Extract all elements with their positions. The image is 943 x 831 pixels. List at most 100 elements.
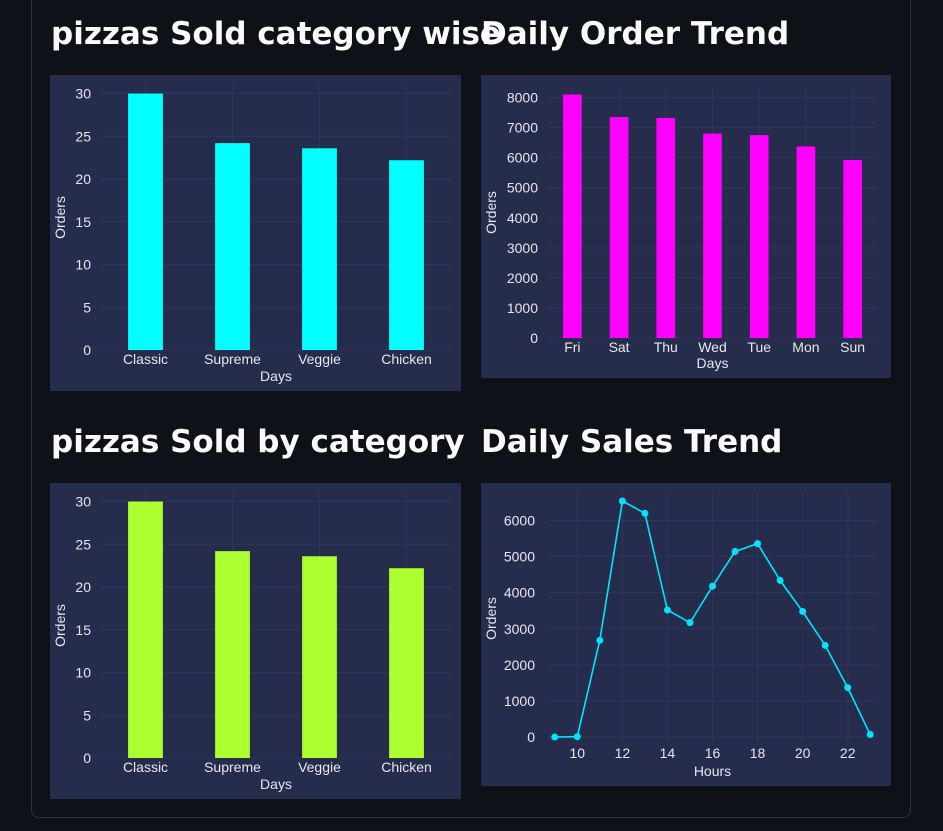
- x-tick-label: Mon: [792, 339, 819, 355]
- bar-chicken: [389, 160, 424, 350]
- y-tick-label: 5: [83, 299, 91, 315]
- x-tick-label: Chicken: [381, 759, 432, 775]
- bar-classic: [128, 93, 163, 350]
- data-point: [844, 684, 852, 692]
- y-tick-label: 0: [530, 330, 538, 346]
- y-tick-label: 20: [75, 579, 91, 595]
- y-tick-label: 30: [75, 494, 91, 510]
- chart-title-daily-sales-trend: Daily Sales Trend: [481, 424, 783, 460]
- y-tick-label: 1000: [507, 300, 538, 316]
- x-tick-label: 14: [660, 745, 676, 761]
- bar-tue: [749, 135, 769, 338]
- chart-panel-daily-sales-trend: 10 12 14 16 18 20 22 0 1000 2000 3000 4000 5000 6000 H…: [481, 483, 891, 786]
- y-tick-label: 25: [75, 536, 91, 552]
- data-point: [596, 636, 604, 644]
- x-tick-label: Thu: [654, 339, 678, 355]
- y-tick-label: 25: [75, 128, 91, 144]
- x-tick-label: Supreme: [204, 759, 261, 775]
- y-tick-label: 15: [75, 622, 91, 638]
- data-point: [551, 733, 559, 741]
- y-axis-label: Orders: [52, 196, 68, 239]
- data-point: [821, 641, 829, 649]
- x-tick-label: Sat: [609, 339, 630, 355]
- x-tick-label: 16: [705, 745, 721, 761]
- data-point: [709, 582, 716, 590]
- bar-chicken: [389, 568, 424, 758]
- x-axis-label: Days: [260, 776, 292, 792]
- y-tick-label: 3000: [507, 240, 538, 256]
- y-tick-label: 6000: [504, 513, 535, 529]
- bar-mon: [796, 146, 816, 338]
- chart-title-daily-order-trend: Daily Order Trend: [481, 16, 790, 52]
- data-point: [618, 497, 626, 505]
- y-tick-label: 4000: [504, 585, 535, 601]
- bar-supreme: [215, 143, 250, 350]
- bar-classic: [128, 501, 163, 758]
- y-tick-label: 4000: [507, 210, 538, 226]
- data-point: [663, 606, 671, 614]
- y-tick-label: 0: [83, 750, 91, 766]
- data-point: [573, 733, 581, 741]
- y-tick-label: 3000: [504, 621, 535, 637]
- bar-chart-category-wise: 0 5 10 15 20 25 30 Classic Supreme Veggie Chicken D…: [52, 85, 450, 384]
- chart-title-by-category: pizzas Sold by category: [51, 424, 465, 460]
- data-point: [686, 619, 694, 627]
- x-tick-label: 20: [795, 745, 811, 761]
- x-axis-label: Days: [260, 368, 292, 384]
- data-point: [641, 509, 649, 517]
- y-tick-label: 5: [83, 707, 91, 723]
- x-tick-label: Veggie: [298, 759, 341, 775]
- bar-sun: [843, 160, 862, 338]
- chart-panel-daily-order-trend: 0 1000 2000 3000 4000 5000 6000 7000 8000 Fri Sat T…: [481, 75, 891, 378]
- bar-thu: [656, 117, 676, 339]
- data-point: [866, 731, 874, 739]
- x-tick-label: Chicken: [381, 351, 432, 367]
- x-tick-label: Classic: [123, 759, 168, 775]
- bar-chart-by-category: 0 5 10 15 20 25 30 Classic Supreme Veggie Chicken D…: [52, 493, 450, 792]
- y-axis-label: Orders: [483, 191, 499, 234]
- x-tick-label: Supreme: [204, 351, 261, 367]
- y-tick-label: 5000: [504, 549, 535, 565]
- y-tick-label: 20: [75, 171, 91, 187]
- x-tick-label: 10: [570, 745, 586, 761]
- line-chart-daily-sales-trend: 10 12 14 16 18 20 22 0 1000 2000 3000 4000 5000 6000 H…: [483, 492, 877, 779]
- y-tick-label: 0: [83, 342, 91, 358]
- x-tick-label: Sun: [840, 339, 865, 355]
- data-point: [731, 548, 739, 556]
- x-tick-label: Veggie: [298, 351, 341, 367]
- y-tick-label: 1000: [504, 693, 535, 709]
- bar-supreme: [215, 551, 250, 758]
- x-tick-label: 12: [615, 745, 631, 761]
- y-tick-label: 0: [527, 729, 535, 745]
- bar-fri: [563, 94, 582, 338]
- y-axis-label: Orders: [483, 597, 499, 640]
- y-tick-label: 6000: [507, 150, 538, 166]
- x-tick-label: Classic: [123, 351, 168, 367]
- bar-veggie: [302, 556, 337, 758]
- bar-sat: [609, 117, 629, 338]
- y-tick-label: 7000: [507, 120, 538, 136]
- y-tick-label: 5000: [507, 180, 538, 196]
- chart-title-category-wise: pizzas Sold category wise: [51, 16, 501, 52]
- chart-panel-category-wise: 0 5 10 15 20 25 30 Classic Supreme Veggie Chicken D…: [50, 75, 461, 391]
- x-axis-label: Days: [697, 355, 729, 371]
- x-tick-label: Tue: [747, 339, 771, 355]
- bar-chart-daily-order-trend: 0 1000 2000 3000 4000 5000 6000 7000 8000 Fri Sat T…: [483, 87, 876, 371]
- y-tick-label: 10: [75, 665, 91, 681]
- bar-veggie: [302, 148, 337, 350]
- y-tick-label: 2000: [507, 270, 538, 286]
- y-axis-label: Orders: [52, 604, 68, 647]
- data-point: [799, 607, 807, 615]
- x-tick-label: 22: [840, 745, 856, 761]
- y-tick-label: 15: [75, 214, 91, 230]
- x-tick-label: Wed: [698, 339, 727, 355]
- x-axis-label: Hours: [694, 763, 731, 779]
- data-point: [776, 576, 784, 584]
- data-point: [754, 540, 762, 548]
- y-tick-label: 2000: [504, 657, 535, 673]
- y-tick-label: 30: [75, 86, 91, 102]
- x-tick-label: 18: [750, 745, 766, 761]
- y-tick-label: 10: [75, 257, 91, 273]
- x-tick-label: Fri: [564, 339, 580, 355]
- y-tick-label: 8000: [507, 90, 538, 106]
